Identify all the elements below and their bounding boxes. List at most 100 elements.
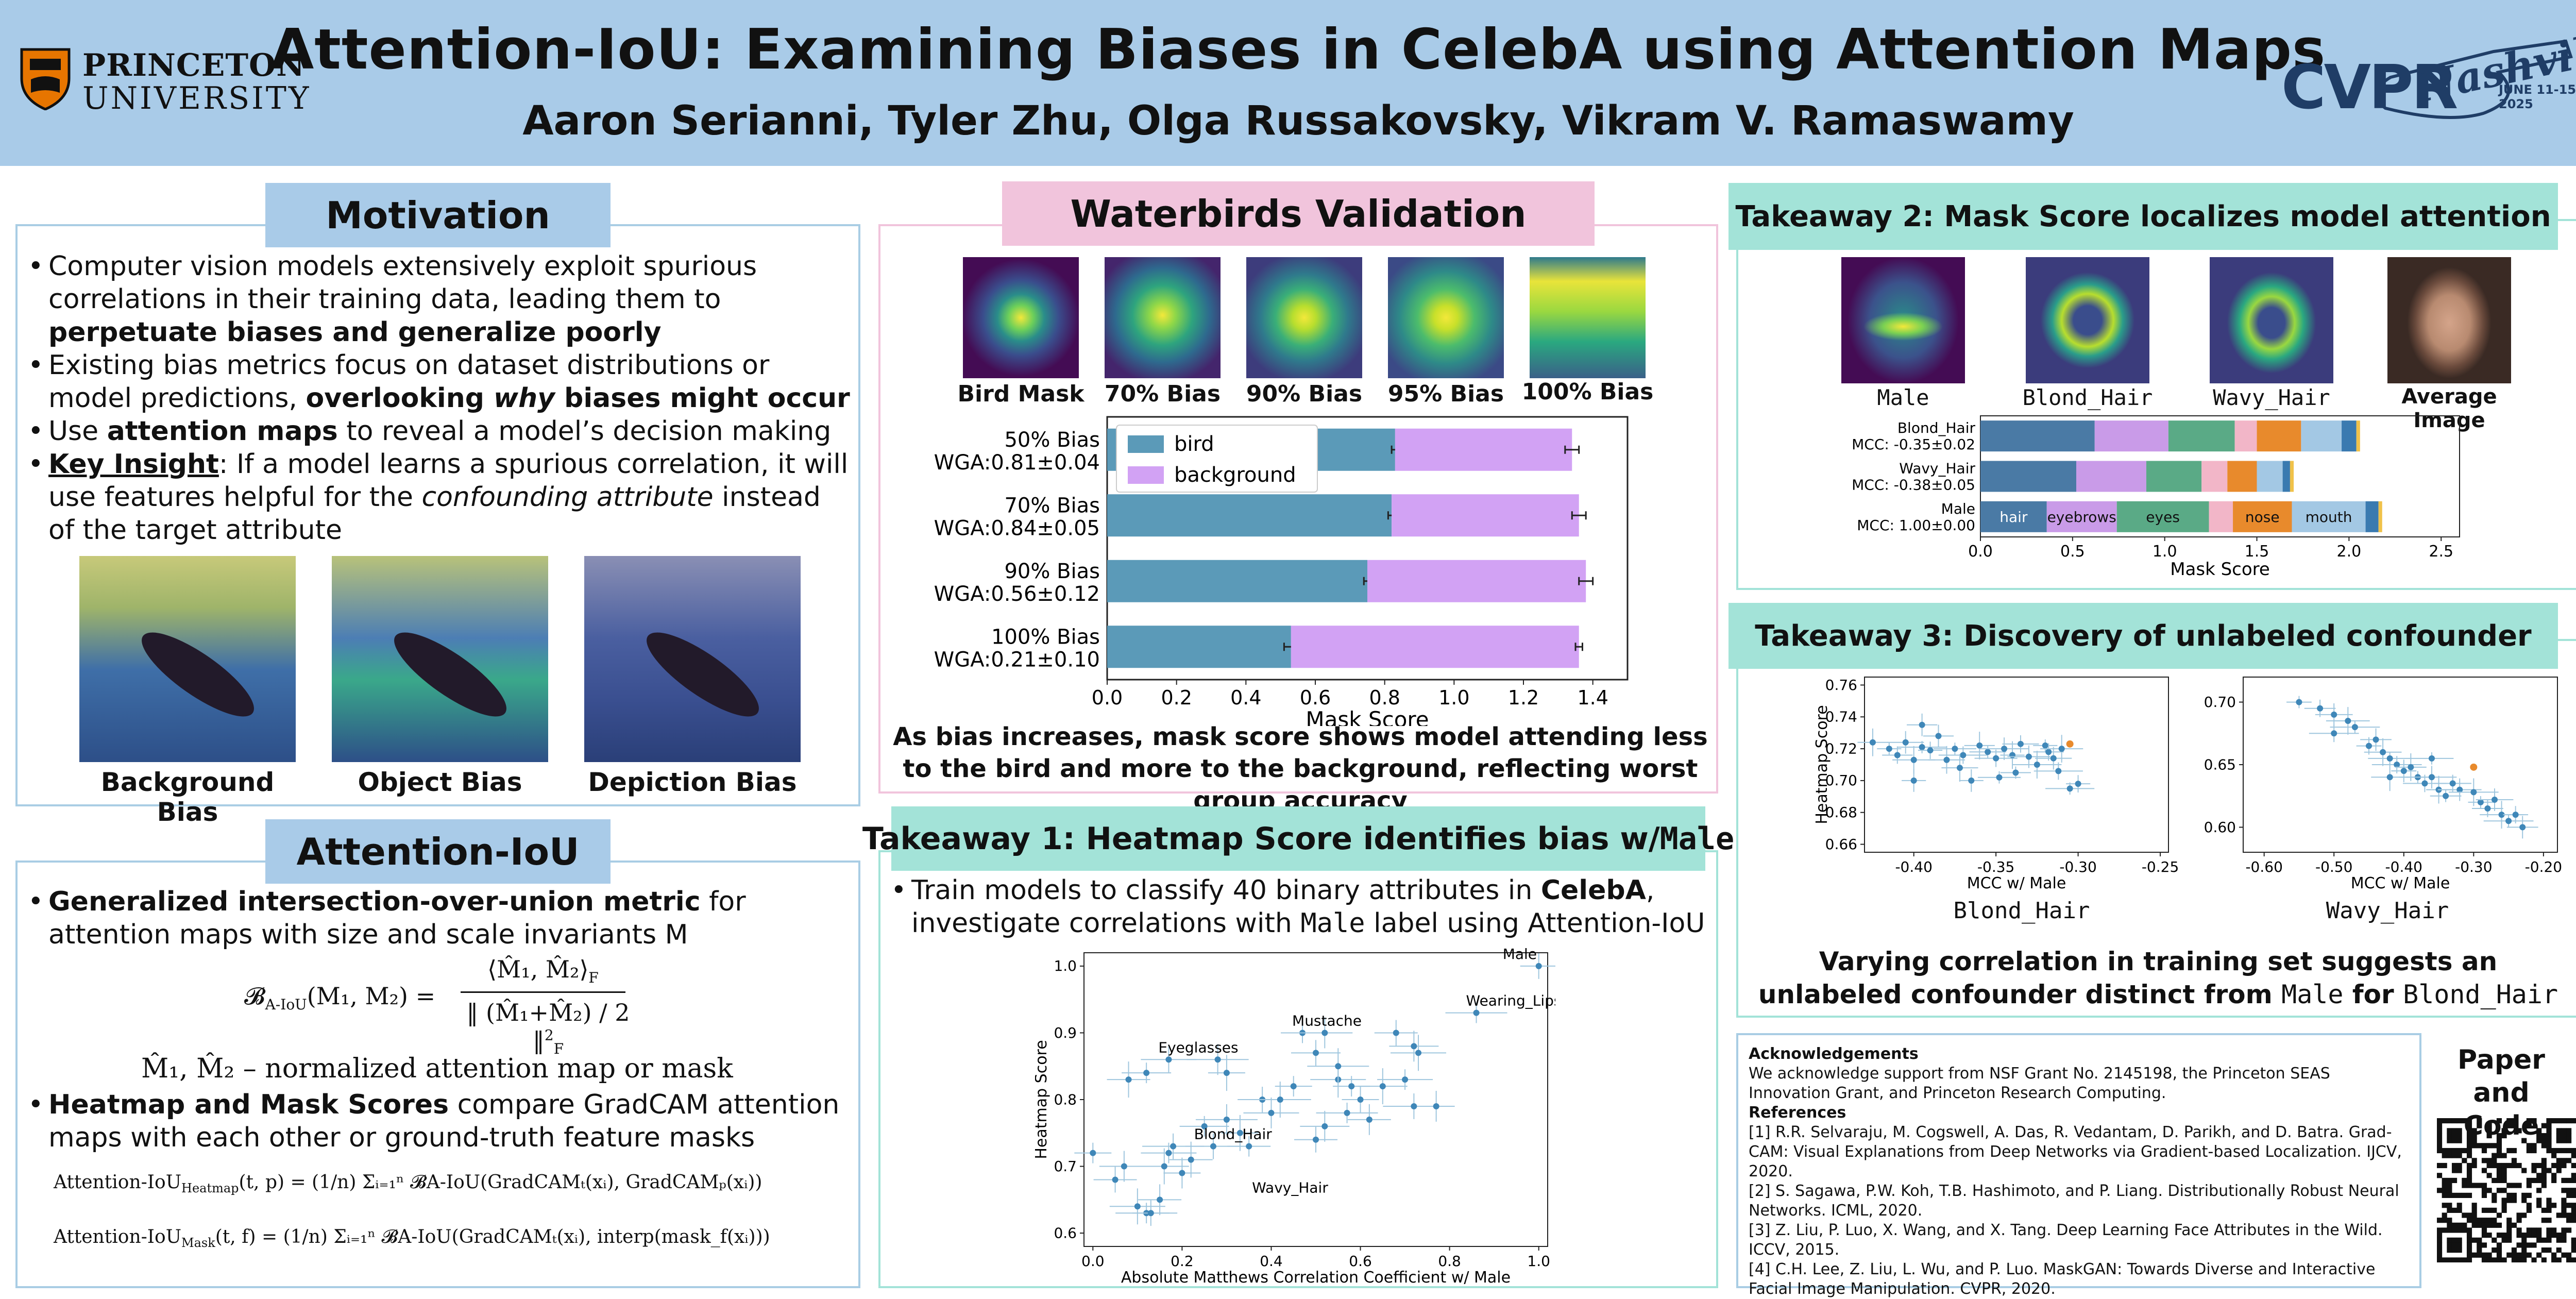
data-point [2380, 749, 2386, 755]
qr-module [2492, 1207, 2497, 1213]
x-tick-label: -0.20 [2525, 858, 2562, 875]
qr-module [2447, 1153, 2452, 1158]
qr-module [2546, 1123, 2552, 1128]
qr-module [2447, 1218, 2452, 1223]
data-point [2484, 805, 2491, 812]
qr-module [2506, 1148, 2512, 1154]
qr-module [2486, 1233, 2492, 1238]
heatmap-blond-hair [2026, 257, 2149, 383]
guitar-icon [2375, 39, 2573, 119]
data-point [1321, 1123, 1328, 1129]
y-tick-label: 0.8 [1054, 1091, 1077, 1108]
qr-module [2481, 1158, 2487, 1163]
qr-module [2442, 1218, 2447, 1223]
data-point [1335, 1063, 1342, 1070]
qr-module [2481, 1183, 2487, 1188]
bar-segment [2116, 501, 2209, 532]
qr-module [2456, 1257, 2462, 1262]
qr-module [2541, 1162, 2547, 1169]
qr-module [2526, 1242, 2532, 1248]
qr-module [2492, 1218, 2497, 1223]
data-point [2386, 755, 2393, 762]
qr-module [2546, 1197, 2552, 1203]
bar-segment [2146, 461, 2202, 492]
qr-module [2471, 1128, 2477, 1134]
qr-module [2501, 1237, 2507, 1243]
qr-module [2536, 1197, 2542, 1203]
qr-module [2481, 1148, 2487, 1154]
takeaway3-caption: Varying correlation in training set sugg… [1758, 947, 2558, 1009]
thumb-caption-wavy-hair: Wavy_Hair [2213, 385, 2330, 410]
qr-module [2442, 1153, 2447, 1158]
x-tick-label: -0.35 [1977, 858, 2014, 875]
qr-module [2561, 1197, 2567, 1203]
qr-module [2486, 1173, 2492, 1178]
qr-module [2466, 1138, 2472, 1143]
qr-code-icon[interactable] [2437, 1118, 2576, 1262]
x-tick-label: 1.0 [1527, 1253, 1550, 1270]
point-label: Eyeglasses [1158, 1039, 1238, 1056]
data-point [2050, 755, 2057, 762]
qr-module [2466, 1177, 2472, 1184]
qr-module [2516, 1162, 2522, 1169]
x-tick-label: 0.5 [2060, 543, 2085, 561]
qr-module [2551, 1173, 2557, 1178]
blond-hair-scatter: -0.40 -0.35 -0.30 -0.25 0.66 0.68 0.70 0.72 0.74… [1813, 677, 2179, 892]
qr-module [2456, 1192, 2462, 1198]
x-tick-label: 0.8 [1369, 686, 1400, 709]
qr-module [2451, 1177, 2458, 1184]
bar-segment [2378, 501, 2382, 532]
bar-background [1291, 626, 1579, 668]
qr-module [2466, 1252, 2472, 1258]
qr-module [2486, 1158, 2492, 1163]
motivation-bullet-2: Existing bias metrics focus on dataset d… [24, 349, 853, 415]
data-point [2421, 780, 2428, 787]
data-point [2042, 742, 2048, 749]
data-point [1201, 1123, 1208, 1129]
takeaway1-title: Takeaway 1: Heatmap Score identifies bia… [862, 806, 1734, 871]
qr-module [2566, 1218, 2572, 1223]
data-point [2429, 755, 2435, 762]
qr-module [2481, 1242, 2487, 1248]
qr-module [2506, 1218, 2512, 1223]
qr-module [2536, 1138, 2542, 1143]
qr-module [2477, 1237, 2482, 1243]
acknowledgements-panel: Acknowledgements We acknowledge support … [1736, 1033, 2421, 1298]
qr-module [2521, 1257, 2527, 1262]
qr-module [2456, 1133, 2462, 1139]
y-tick-label: 70% Bias [1004, 494, 1100, 517]
qr-module [2546, 1128, 2552, 1134]
qr-module [2456, 1247, 2462, 1253]
qr-module [2566, 1203, 2572, 1208]
qr-module [2546, 1247, 2552, 1253]
qr-module [2501, 1162, 2507, 1169]
data-point [2033, 762, 2040, 768]
qr-module [2462, 1227, 2467, 1233]
qr-module [2526, 1148, 2532, 1154]
qr-module [2466, 1227, 2472, 1233]
x-tick-label: -0.30 [2455, 858, 2492, 875]
qr-module [2456, 1162, 2462, 1169]
qr-module [2516, 1242, 2522, 1248]
x-tick-label: 2.5 [2429, 543, 2453, 561]
qr-module [2451, 1138, 2458, 1143]
qr-module [2501, 1128, 2507, 1134]
qr-module [2447, 1183, 2452, 1188]
qr-module [2556, 1118, 2562, 1124]
data-point [2449, 780, 2456, 787]
waterbirds-title: Waterbirds Validation [1002, 181, 1595, 246]
qr-module [2511, 1183, 2517, 1188]
qr-module [2456, 1207, 2462, 1213]
data-point [1366, 1116, 1372, 1123]
bar-segment [1980, 420, 2095, 452]
qr-module [2526, 1252, 2532, 1258]
x-tick-label: 0.6 [1349, 1253, 1372, 1270]
qr-module [2437, 1128, 2443, 1134]
qr-module [2496, 1222, 2502, 1228]
qr-module [2516, 1183, 2522, 1188]
data-point [2394, 762, 2400, 768]
qr-module [2481, 1257, 2487, 1262]
qr-module [2546, 1218, 2552, 1223]
bar-segment [2233, 501, 2292, 532]
segment-label: eyes [2146, 509, 2180, 526]
